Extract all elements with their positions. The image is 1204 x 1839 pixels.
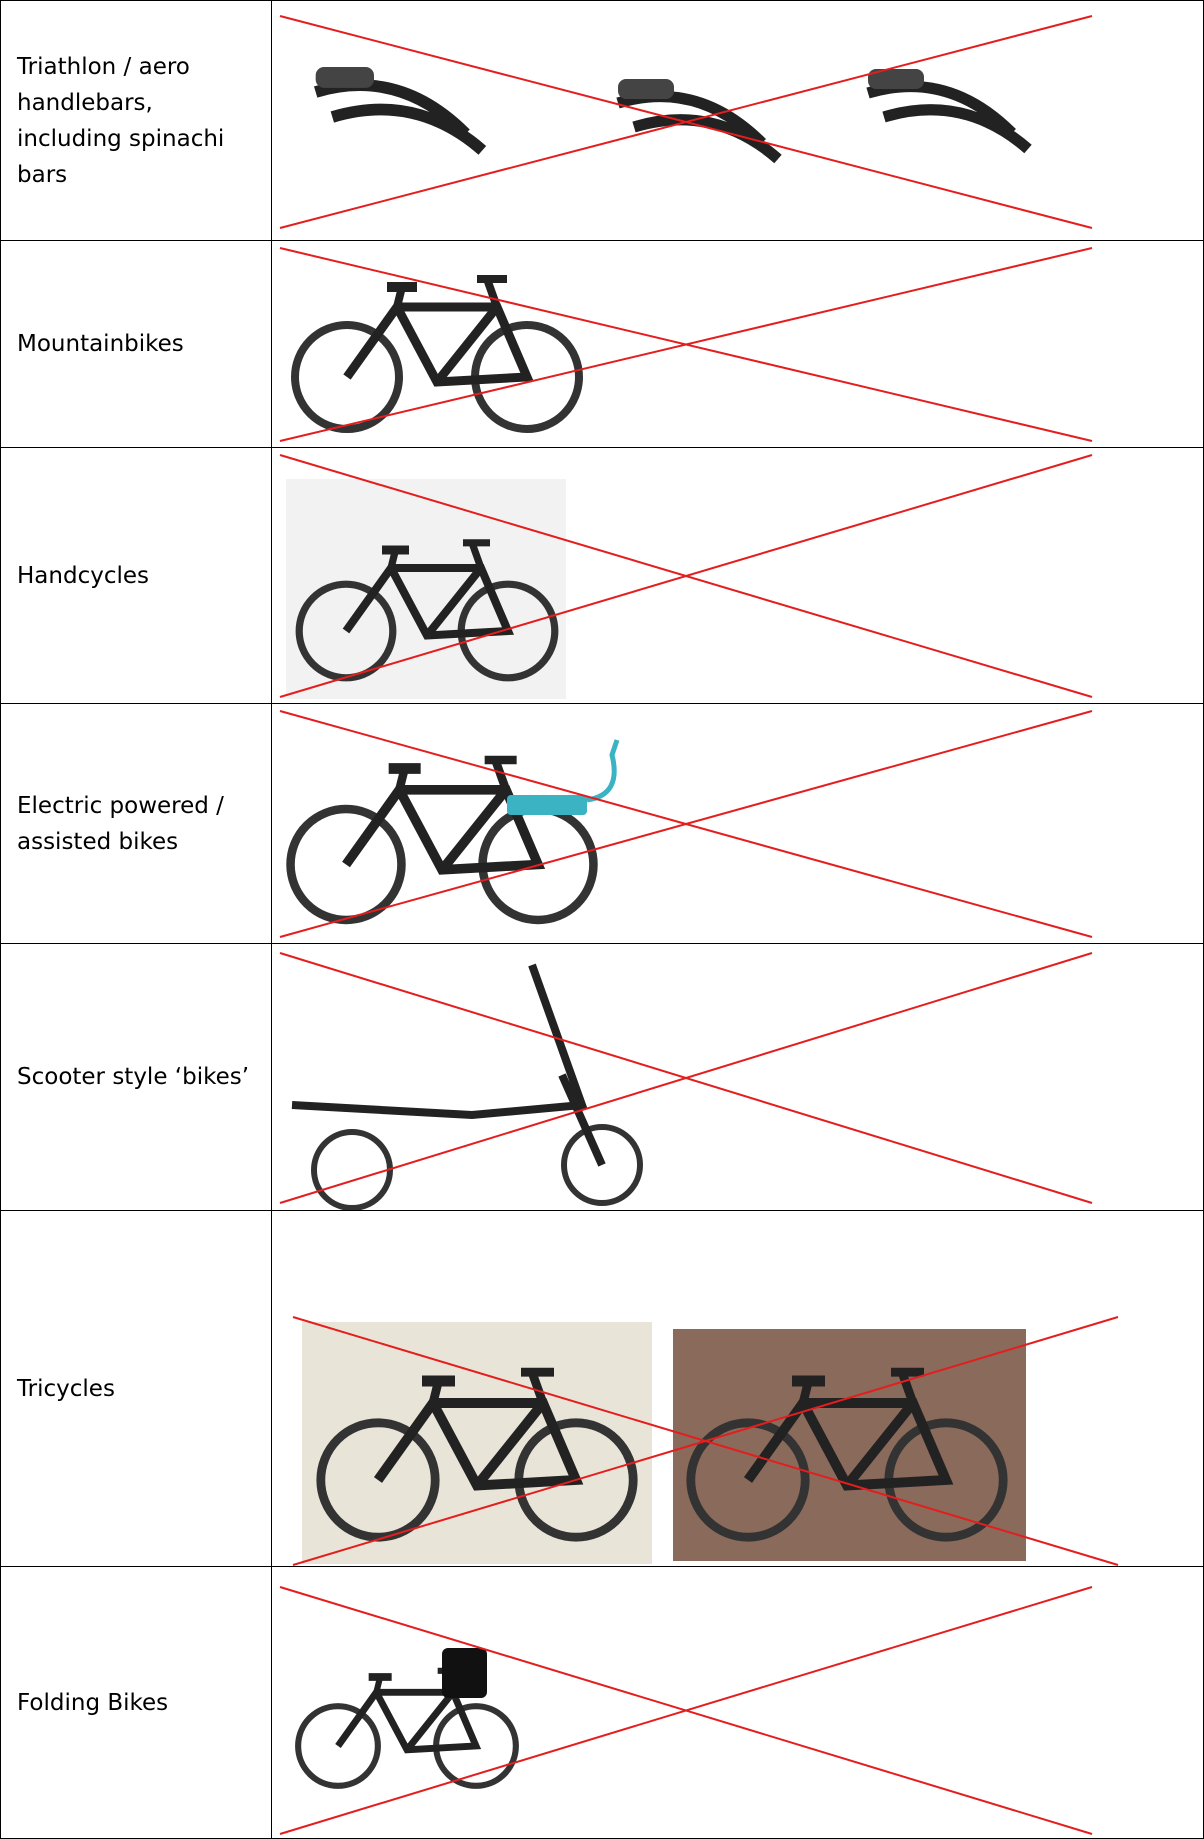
crossed-image [279,246,1093,442]
image-cell [271,1210,1204,1567]
crossed-image [279,951,1093,1210]
row: Scooter style ‘bikes’ [0,943,1204,1211]
image-cell [271,0,1204,241]
image-cell [271,240,1204,448]
image-cell [271,943,1204,1211]
row: Tricycles [0,1210,1204,1567]
row-label: Scooter style ‘bikes’ [0,943,272,1211]
row: Mountainbikes [0,240,1204,448]
row: Handcycles [0,447,1204,704]
crossed-image [279,14,1093,229]
crossed-image [279,453,1093,699]
row-label: Electric powered / assisted bikes [0,703,272,944]
row-label: Handcycles [0,447,272,704]
row: Folding Bikes [0,1566,1204,1839]
row-label: Folding Bikes [0,1566,272,1839]
image-cell [271,1566,1204,1839]
row: Electric powered / assisted bikes [0,703,1204,944]
crossed-image [292,1315,1119,1566]
row-label: Tricycles [0,1210,272,1567]
image-cell [271,447,1204,704]
crossed-image [279,1585,1093,1835]
row: Triathlon / aero handlebars, including s… [0,0,1204,241]
crossed-image [279,709,1093,938]
image-cell [271,703,1204,944]
row-label: Triathlon / aero handlebars, including s… [0,0,272,241]
row-label: Mountainbikes [0,240,272,448]
